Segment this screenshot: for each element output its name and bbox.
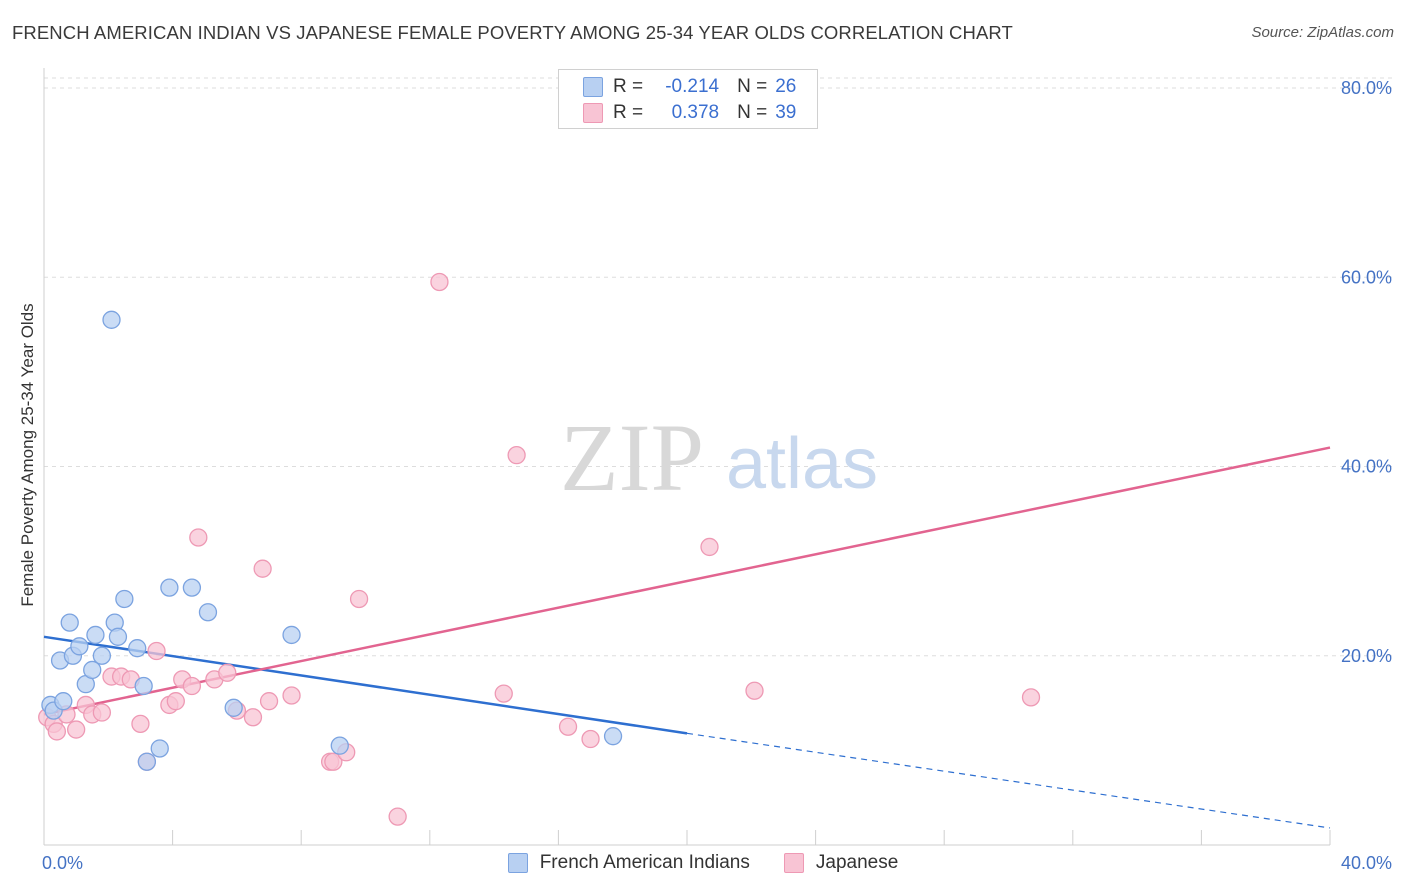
point-japanese bbox=[131, 714, 150, 734]
point-french-american-indians bbox=[115, 589, 134, 609]
point-french-american-indians bbox=[603, 727, 623, 746]
x-tick-label: 0.0% bbox=[42, 853, 83, 873]
point-french-american-indians bbox=[92, 646, 112, 665]
n-value: 39 bbox=[775, 102, 797, 123]
series-legend: French American Indians Japanese bbox=[0, 852, 1406, 874]
legend-label: French American Indians bbox=[539, 852, 750, 873]
n-value: 26 bbox=[775, 76, 797, 97]
point-japanese bbox=[218, 663, 237, 682]
point-japanese bbox=[349, 589, 369, 609]
point-french-american-indians bbox=[102, 310, 121, 329]
point-french-american-indians bbox=[70, 637, 89, 656]
point-japanese bbox=[166, 692, 185, 711]
point-french-american-indians bbox=[83, 660, 102, 680]
y-tick-label: 40.0% bbox=[1341, 457, 1392, 477]
data-points bbox=[38, 272, 1041, 826]
point-japanese bbox=[253, 559, 272, 578]
source-label: Source: ZipAtlas.com bbox=[1251, 24, 1394, 41]
point-french-american-indians bbox=[60, 613, 79, 632]
point-japanese bbox=[282, 686, 301, 705]
blue-swatch bbox=[507, 853, 528, 873]
pink-swatch bbox=[783, 853, 804, 873]
point-french-american-indians bbox=[108, 627, 128, 646]
point-japanese bbox=[67, 720, 86, 739]
grid-lines bbox=[44, 77, 1392, 657]
legend-row-french-american-indians: R = -0.214 N = 26 bbox=[583, 75, 796, 99]
point-japanese bbox=[581, 729, 600, 749]
stats-legend: R = -0.214 N = 26 R = 0.378 N = 39 bbox=[558, 69, 818, 129]
point-japanese bbox=[324, 752, 343, 771]
point-japanese bbox=[507, 445, 526, 465]
point-french-american-indians bbox=[182, 578, 202, 597]
point-french-american-indians bbox=[86, 625, 105, 645]
point-japanese bbox=[388, 807, 407, 826]
y-tick-label: 60.0% bbox=[1341, 267, 1392, 287]
y-tick-label: 80.0% bbox=[1341, 78, 1392, 98]
trend-line-french-american-indians-extension bbox=[686, 732, 1331, 829]
tick-labels: 20.0% 40.0% 60.0% 80.0% 0.0% 40.0% bbox=[42, 78, 1392, 873]
point-japanese bbox=[47, 722, 67, 741]
point-japanese bbox=[700, 537, 719, 557]
r-value: 0.378 bbox=[671, 102, 720, 123]
x-tick-label: 40.0% bbox=[1341, 853, 1392, 873]
point-french-american-indians bbox=[54, 692, 73, 711]
point-japanese bbox=[189, 528, 208, 547]
legend-row-japanese: R = 0.378 N = 39 bbox=[583, 101, 796, 125]
point-french-american-indians bbox=[282, 625, 301, 645]
chart-title: FRENCH AMERICAN INDIAN VS JAPANESE FEMAL… bbox=[12, 22, 1013, 43]
legend-item-french-american-indians[interactable]: French American Indians bbox=[507, 852, 750, 874]
point-french-american-indians bbox=[134, 676, 153, 696]
n-label: N = bbox=[737, 76, 768, 97]
point-japanese bbox=[259, 692, 279, 711]
point-french-american-indians bbox=[128, 639, 147, 658]
point-french-american-indians bbox=[150, 739, 169, 758]
point-japanese bbox=[92, 703, 112, 722]
blue-swatch bbox=[583, 77, 603, 97]
point-french-american-indians bbox=[160, 578, 179, 597]
r-label: R = bbox=[613, 76, 644, 97]
watermark-atlas: atlas bbox=[726, 424, 878, 504]
r-label: R = bbox=[613, 102, 644, 123]
point-japanese bbox=[494, 684, 513, 703]
y-tick-label: 20.0% bbox=[1341, 646, 1392, 666]
point-french-american-indians bbox=[330, 736, 349, 755]
watermark-zip: ZIP bbox=[560, 404, 704, 511]
point-japanese bbox=[558, 717, 578, 736]
point-french-american-indians bbox=[137, 752, 157, 771]
r-value: -0.214 bbox=[665, 76, 720, 97]
point-japanese bbox=[1021, 688, 1041, 707]
trend-line-japanese bbox=[43, 446, 1331, 716]
point-japanese bbox=[182, 676, 202, 696]
point-french-american-indians bbox=[224, 698, 243, 717]
point-japanese bbox=[243, 708, 263, 727]
n-label: N = bbox=[737, 102, 768, 123]
legend-item-japanese[interactable]: Japanese bbox=[783, 852, 899, 874]
point-japanese bbox=[745, 681, 764, 700]
legend-label: Japanese bbox=[815, 852, 899, 873]
pink-swatch bbox=[583, 103, 603, 123]
point-japanese bbox=[147, 641, 166, 661]
point-french-american-indians bbox=[198, 603, 218, 622]
point-japanese bbox=[430, 272, 449, 292]
